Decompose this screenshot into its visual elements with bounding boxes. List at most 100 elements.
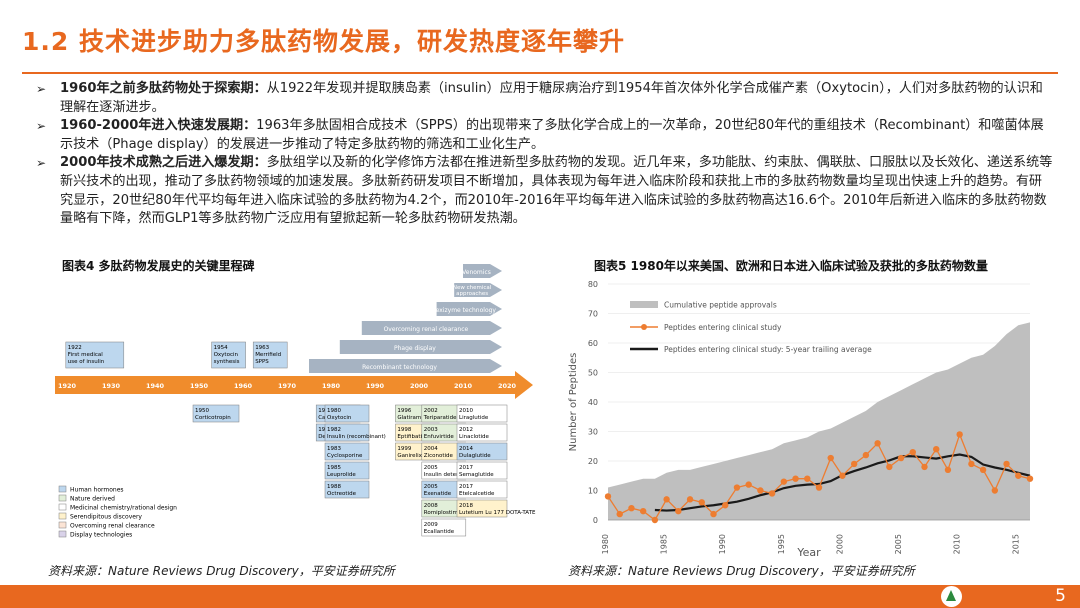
legend-label: Nature derived bbox=[70, 496, 115, 503]
timeline-year-label: 1980 bbox=[322, 382, 341, 390]
clinical-study-point bbox=[710, 510, 717, 518]
milestone-box bbox=[252, 341, 288, 369]
technology-arrow bbox=[436, 302, 502, 316]
clinical-study-point bbox=[768, 490, 776, 497]
clinical-study-point bbox=[968, 460, 975, 468]
clinical-study-point bbox=[909, 448, 916, 456]
legend-swatch bbox=[641, 324, 647, 330]
milestone-text: Octreotide bbox=[327, 491, 357, 497]
legend-label: Human hormones bbox=[70, 487, 124, 494]
milestone-text: Semaglutide bbox=[459, 472, 494, 478]
bullet-list: ➢ 1960年之前多肽药物处于探索期：从1922年发现并提取胰岛素（insulin… bbox=[34, 80, 1054, 229]
clinical-study-point bbox=[991, 487, 999, 494]
y-axis-label: Number of Peptides bbox=[568, 353, 579, 452]
footer-bar: 5 bbox=[0, 585, 1080, 608]
legend-swatch bbox=[58, 485, 67, 493]
clinical-study-point bbox=[839, 472, 846, 479]
timeline-axis-arrow bbox=[55, 371, 533, 399]
clinical-study-point bbox=[675, 507, 682, 515]
x-tick-label: 2010 bbox=[953, 534, 962, 554]
legend-swatch bbox=[58, 512, 67, 520]
milestone-text: 1999 bbox=[397, 446, 411, 452]
x-tick-label: 1980 bbox=[601, 534, 610, 554]
legend-swatch bbox=[58, 521, 67, 529]
clinical-study-point bbox=[921, 463, 928, 471]
milestone-text: 1922 bbox=[68, 345, 82, 351]
y-tick-label: 50 bbox=[588, 369, 598, 378]
milestone-box bbox=[456, 480, 508, 499]
legend-label: Peptides entering clinical study: 5-year… bbox=[664, 345, 872, 354]
clinical-study-point bbox=[804, 475, 811, 482]
milestone-box bbox=[324, 480, 370, 499]
milestone-text: 2004 bbox=[424, 446, 438, 452]
legend-label: Medicinal chemistry/rational design bbox=[70, 505, 177, 512]
technology-label: Phage display bbox=[394, 345, 436, 352]
milestone-text: Insulin (recombinant) bbox=[327, 434, 386, 440]
clinical-study-point bbox=[733, 484, 741, 491]
timeline-year-label: 1990 bbox=[366, 382, 385, 390]
timeline-year-label: 2020 bbox=[498, 382, 517, 390]
clinical-study-point bbox=[956, 431, 963, 438]
legend-label: Overcoming renal clearance bbox=[70, 523, 155, 530]
clinical-study-point bbox=[628, 505, 635, 512]
milestone-box bbox=[456, 461, 508, 480]
milestone-text: Ganirelix bbox=[397, 453, 422, 459]
milestone-text: 2003 bbox=[424, 427, 438, 433]
technology-label: approaches bbox=[456, 291, 488, 297]
clinical-study-point bbox=[874, 440, 881, 447]
technology-label: Recombinant technology bbox=[362, 364, 437, 371]
x-tick-label: 2015 bbox=[1011, 534, 1020, 554]
x-tick-label: 1995 bbox=[777, 534, 786, 554]
timeline-year-label: 1960 bbox=[234, 382, 253, 390]
milestone-text: synthesis bbox=[214, 359, 240, 365]
y-tick-label: 80 bbox=[588, 280, 598, 289]
cumulative-approvals-area bbox=[608, 322, 1030, 520]
clinical-study-point bbox=[722, 502, 729, 509]
clinical-study-point bbox=[686, 496, 694, 503]
milestone-text: Liraglutide bbox=[459, 415, 489, 421]
milestone-text: 2017 bbox=[459, 465, 473, 471]
milestone-text: Dulaglutide bbox=[459, 453, 491, 459]
y-tick-label: 40 bbox=[588, 398, 598, 407]
figure5-title: 图表5 1980年以来美国、欧洲和日本进入临床试验及获批的多肽药物数量 bbox=[594, 259, 988, 273]
legend-label: Display technologies bbox=[70, 532, 132, 539]
bullet-item: ➢ 1960-2000年进入快速发展期：1963年多肽固相合成技术（SPPS）的出… bbox=[34, 117, 1054, 154]
milestone-text: 2002 bbox=[424, 408, 438, 414]
milestone-text: 1988 bbox=[327, 484, 341, 490]
arrow-bullet-icon: ➢ bbox=[36, 82, 47, 96]
clinical-study-point bbox=[663, 496, 670, 503]
milestone-text: 2012 bbox=[459, 427, 473, 433]
milestone-box bbox=[324, 404, 370, 423]
legend-label: Serendipitous discovery bbox=[70, 514, 142, 521]
clinical-study-point bbox=[1015, 472, 1022, 479]
technology-arrow bbox=[309, 359, 502, 373]
milestone-text: Etelcalcetide bbox=[459, 491, 495, 497]
clinical-study-point bbox=[604, 493, 612, 500]
y-tick-label: 20 bbox=[588, 457, 598, 466]
milestone-text: Merrifield bbox=[255, 352, 281, 358]
clinical-study-point bbox=[616, 510, 623, 518]
milestone-text: Lutetium Lu 177 DOTA-TATE bbox=[459, 510, 536, 516]
clinical-study-point bbox=[792, 475, 799, 482]
milestone-box bbox=[211, 341, 246, 369]
timeline-year-label: 1920 bbox=[58, 382, 77, 390]
legend-label: Peptides entering clinical study bbox=[664, 323, 782, 332]
legend-swatch bbox=[58, 503, 67, 511]
timeline-year-label: 2000 bbox=[410, 382, 429, 390]
milestone-text: 2017 bbox=[459, 484, 473, 490]
clinical-study-point bbox=[745, 481, 752, 488]
milestone-text: Teriparatide bbox=[423, 415, 457, 421]
milestone-text: Eptifibatide bbox=[397, 434, 429, 440]
bullet-item: ➢ 2000年技术成熟之后进入爆发期：多肽组学以及新的化学修饰方法都在推进新型多肽… bbox=[34, 154, 1054, 228]
milestone-text: Ecallantide bbox=[424, 529, 455, 535]
arrow-bullet-icon: ➢ bbox=[36, 156, 47, 171]
milestone-text: Oxytocin bbox=[214, 352, 239, 358]
timeline-year-label: 1950 bbox=[190, 382, 209, 390]
milestone-text: SPPS bbox=[255, 359, 269, 365]
milestone-box bbox=[456, 404, 508, 423]
milestone-box bbox=[324, 423, 370, 442]
x-axis-label: Year bbox=[796, 546, 821, 559]
milestone-text: Romiplostim bbox=[424, 510, 458, 516]
y-tick-label: 60 bbox=[588, 339, 598, 348]
milestone-text: Exenatide bbox=[424, 491, 452, 497]
